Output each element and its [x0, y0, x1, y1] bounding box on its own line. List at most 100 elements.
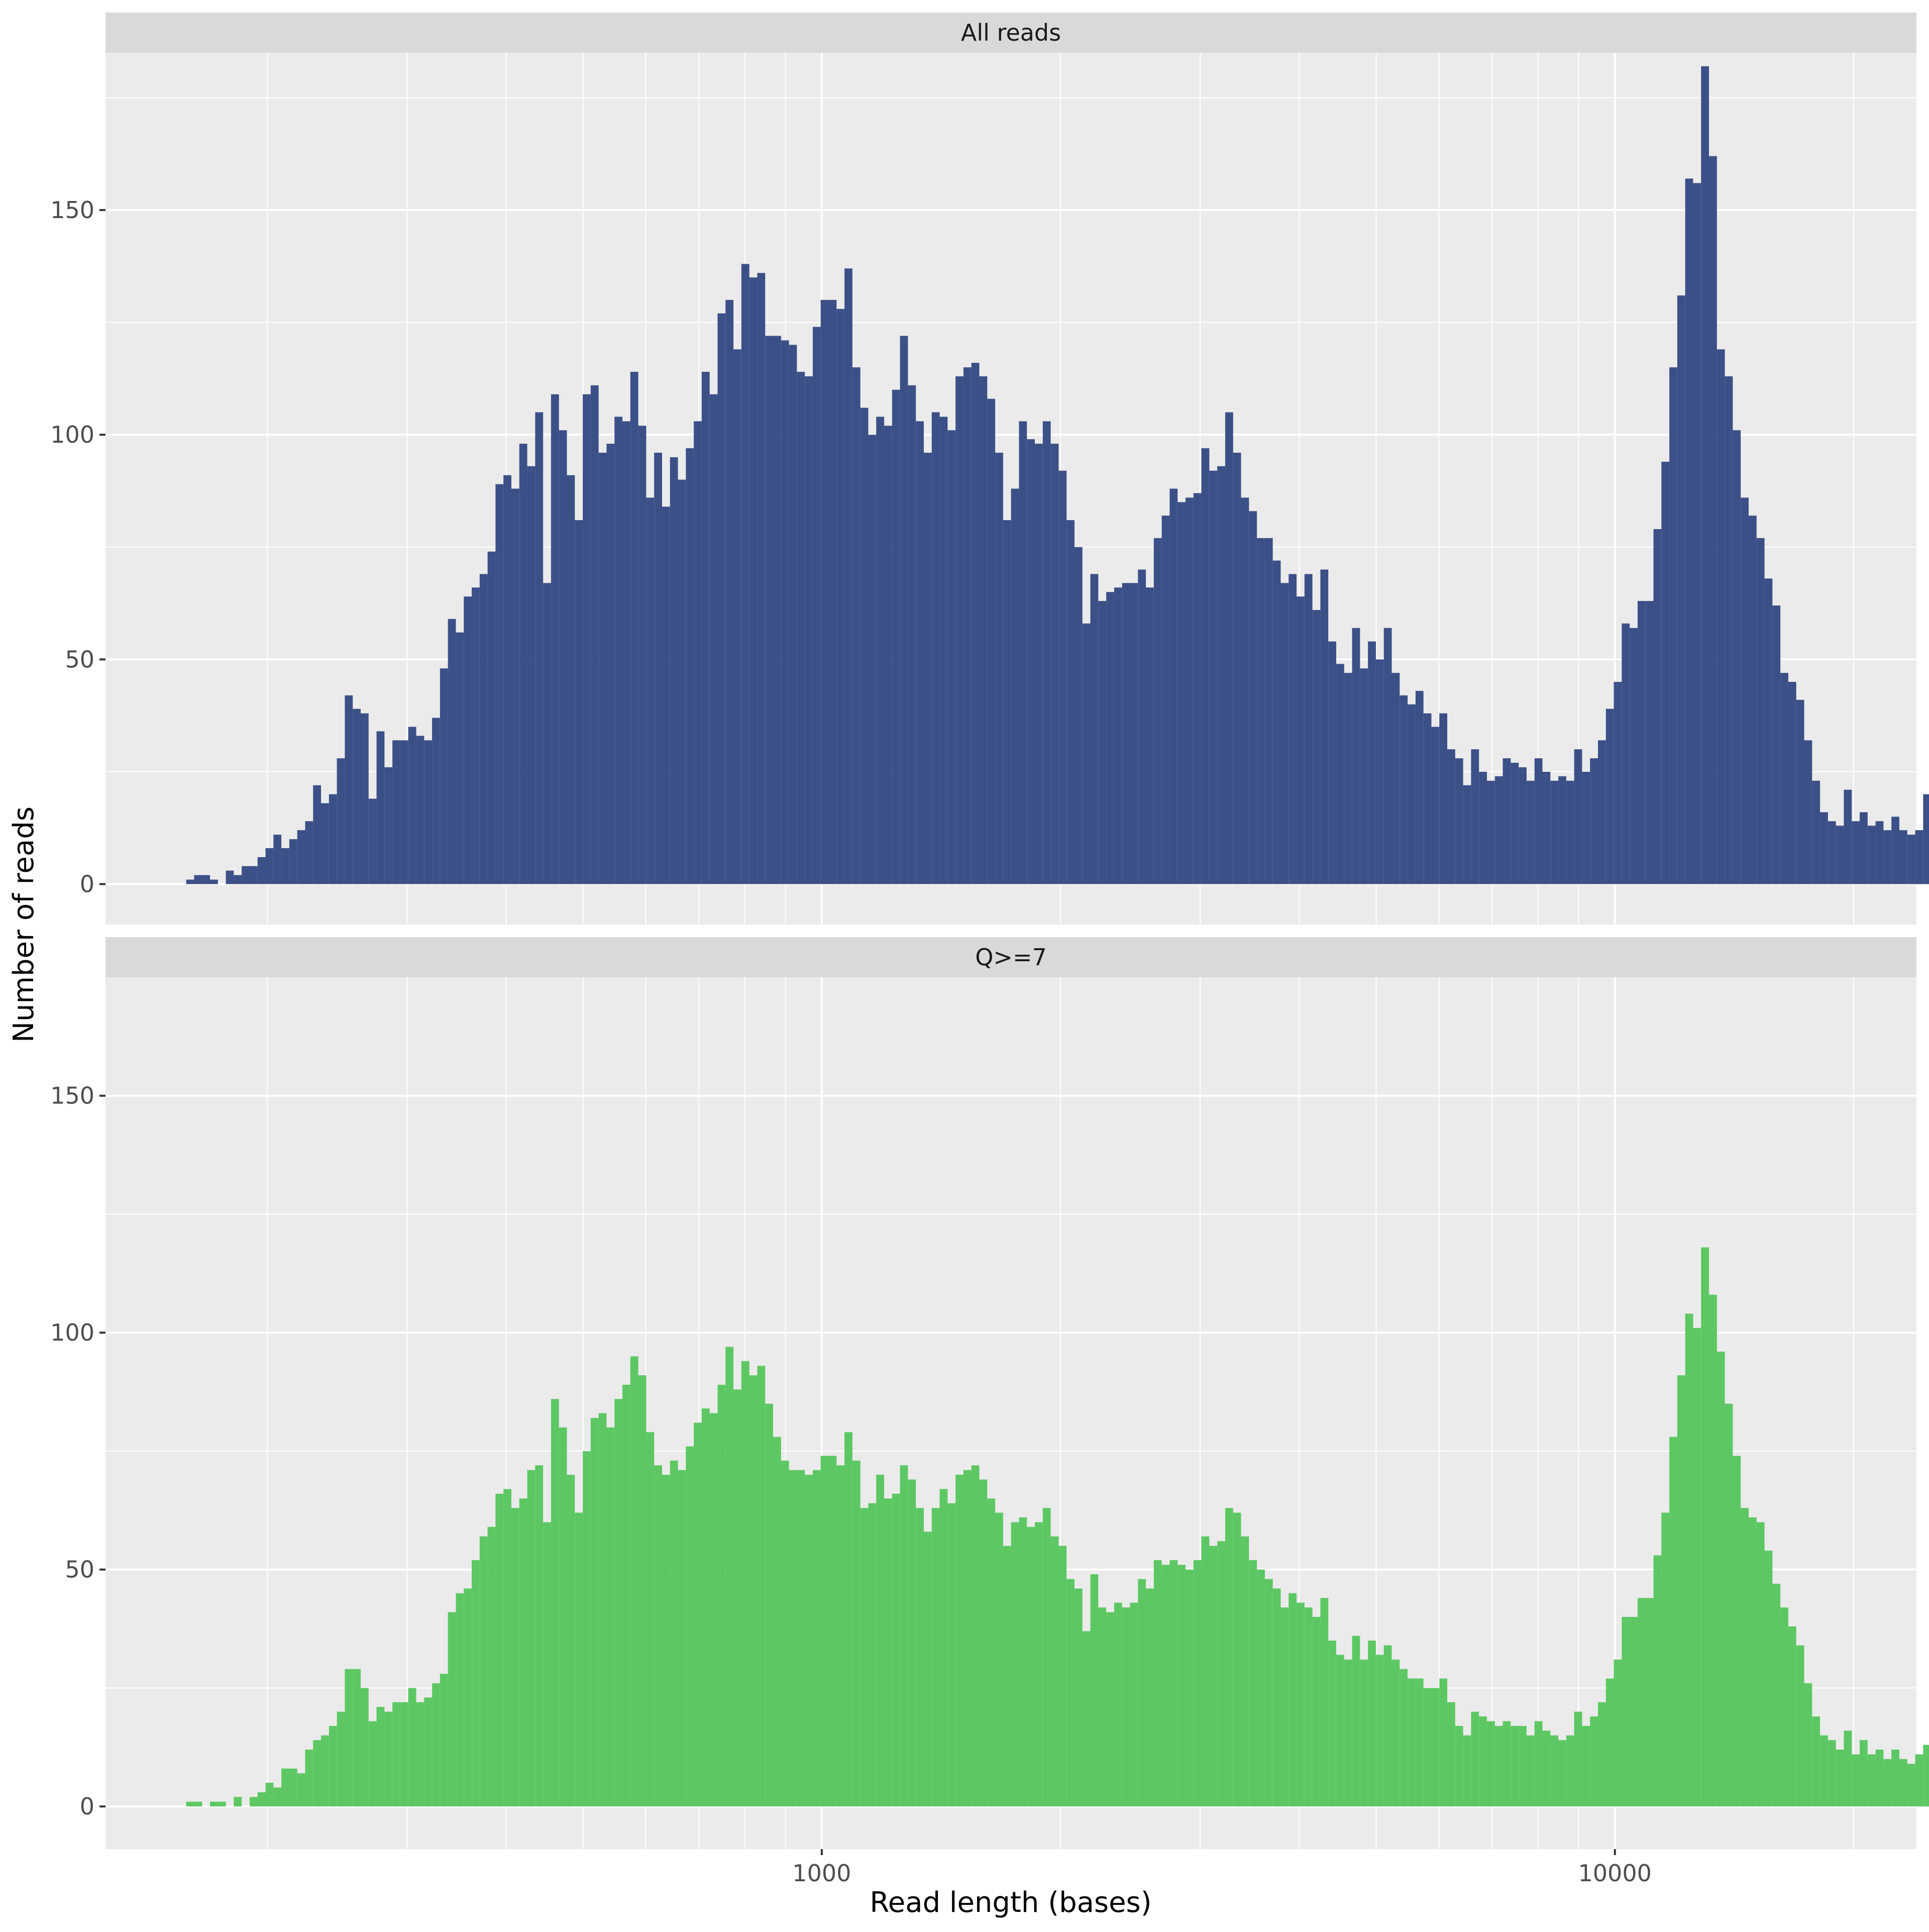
bar [1011, 488, 1019, 884]
bar [630, 1356, 638, 1807]
bar [638, 1375, 647, 1807]
bar [1852, 821, 1860, 884]
bar [535, 412, 544, 884]
bar [511, 1508, 519, 1807]
bar [1915, 830, 1923, 884]
y-axis-title: Number of reads [8, 806, 40, 1043]
bar [1027, 1527, 1035, 1807]
bar [472, 1560, 480, 1807]
bar [1725, 376, 1733, 884]
bar [812, 1470, 821, 1807]
bar [234, 875, 242, 884]
bar [931, 1508, 940, 1807]
bar [1114, 587, 1122, 884]
bar [479, 574, 488, 884]
bar [1701, 1247, 1709, 1807]
bar [1431, 1688, 1440, 1807]
panel-q7: Q>=7 0 50 100 150 1000 10000 [50, 937, 1929, 1887]
bar [1804, 1683, 1812, 1807]
bar [1122, 583, 1130, 884]
bar [1471, 1711, 1479, 1807]
bar [1249, 1560, 1257, 1807]
bar [1161, 1565, 1170, 1807]
bar [1685, 178, 1693, 884]
bar [1503, 758, 1511, 884]
bar [1391, 673, 1400, 884]
bar [923, 452, 932, 884]
bar [614, 417, 623, 884]
bar [448, 1612, 456, 1807]
bar [717, 313, 726, 884]
bar [955, 1475, 963, 1807]
bar [1622, 623, 1630, 884]
bar [1701, 66, 1709, 884]
bar [694, 1422, 702, 1807]
bar [947, 430, 956, 884]
bar [614, 1399, 623, 1807]
bar [868, 1503, 877, 1807]
bar [701, 371, 710, 884]
bar [987, 398, 996, 884]
bar [567, 475, 575, 884]
bar [234, 1797, 242, 1807]
bar [662, 506, 670, 884]
x-tick-label: 1000 [792, 1860, 851, 1887]
bar [876, 1475, 885, 1807]
bar [979, 376, 988, 884]
bar [583, 394, 591, 884]
bar [1360, 668, 1368, 884]
bar [1780, 673, 1788, 884]
bar [1289, 574, 1297, 884]
bar [1114, 1602, 1122, 1807]
bar [1186, 1569, 1194, 1807]
bar [781, 340, 789, 884]
bar [1217, 466, 1225, 884]
bar [313, 1740, 322, 1807]
bar [1550, 1735, 1559, 1807]
bar [1447, 1702, 1455, 1807]
bar [376, 731, 385, 884]
bar [1717, 1351, 1725, 1807]
bar [408, 727, 416, 884]
bar [416, 1702, 424, 1807]
bar [1161, 516, 1170, 884]
bar [789, 1470, 797, 1807]
bar [583, 1451, 591, 1807]
bar [551, 394, 559, 884]
bar [408, 1688, 416, 1807]
bar [638, 426, 647, 884]
bar [1479, 771, 1487, 884]
bar [1542, 771, 1551, 884]
bar [654, 1465, 662, 1807]
y-tick-label: 150 [50, 196, 94, 224]
bar [1297, 596, 1305, 884]
bar [1605, 708, 1614, 884]
bar [709, 394, 718, 884]
bar [194, 875, 202, 884]
bar [242, 866, 250, 884]
bar [749, 277, 758, 884]
bar [1050, 444, 1059, 884]
bar [575, 1512, 583, 1807]
bar [1661, 461, 1670, 884]
bar [281, 1768, 289, 1807]
bar [1844, 1731, 1852, 1807]
bar [1614, 682, 1622, 884]
bar [860, 1508, 869, 1807]
bar [1693, 183, 1701, 884]
bar [1463, 785, 1471, 884]
bar [1209, 1546, 1218, 1807]
bar [424, 1697, 433, 1807]
bar [273, 835, 282, 884]
bar [1415, 1678, 1424, 1807]
bar [1177, 1565, 1186, 1807]
bar [1455, 758, 1463, 884]
bar [797, 1470, 805, 1807]
bar [456, 1593, 464, 1807]
bar [432, 718, 440, 884]
bar [321, 803, 329, 884]
bar [1138, 1579, 1146, 1807]
bar [1122, 1607, 1130, 1807]
bar [931, 412, 940, 884]
